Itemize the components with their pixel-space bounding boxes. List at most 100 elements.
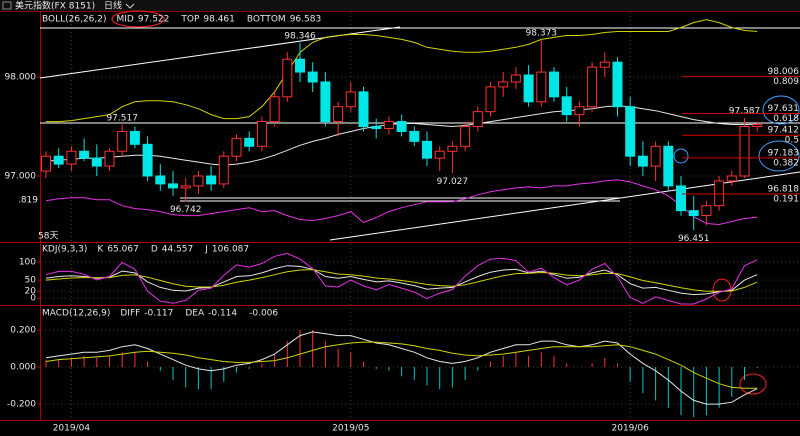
legend-label: DEA bbox=[185, 309, 205, 319]
drawing-tools bbox=[39, 10, 800, 395]
candle-body bbox=[168, 183, 178, 189]
fib-ratio: 0.382 bbox=[773, 158, 799, 168]
legend-label: DIFF bbox=[120, 309, 140, 319]
candle-body bbox=[193, 175, 204, 187]
candle-body bbox=[688, 210, 699, 217]
x-tick-label: 2019/04 bbox=[53, 424, 91, 434]
candle-body bbox=[561, 96, 572, 116]
series-line bbox=[46, 19, 758, 123]
candle-body bbox=[714, 180, 725, 207]
highlight-circle bbox=[111, 10, 165, 28]
candle-body bbox=[472, 111, 483, 128]
trend-line bbox=[329, 171, 800, 241]
candle-body bbox=[180, 185, 191, 189]
candle-body bbox=[117, 130, 128, 152]
candle-body bbox=[485, 86, 496, 113]
legend-label: J bbox=[204, 245, 208, 255]
legend-label: 98.461 bbox=[203, 15, 235, 25]
candle-body bbox=[663, 145, 674, 187]
candle-body bbox=[510, 74, 521, 83]
period[interactable]: 日线 bbox=[104, 0, 122, 12]
series-line bbox=[45, 341, 758, 389]
legend-label: D bbox=[151, 245, 158, 255]
period-dropdown[interactable] bbox=[125, 3, 135, 9]
series-line bbox=[45, 331, 758, 405]
candle-body bbox=[396, 121, 407, 132]
candle-body bbox=[587, 66, 598, 108]
legend-label: KDJ(9,3,3) bbox=[42, 245, 87, 255]
candle-body bbox=[422, 140, 432, 159]
legend-label: 44.557 bbox=[162, 245, 194, 255]
candle-body bbox=[625, 106, 636, 157]
candle-body bbox=[66, 150, 77, 165]
candle-body bbox=[269, 96, 280, 123]
highlight-circle bbox=[762, 95, 800, 125]
candle-body bbox=[460, 126, 471, 147]
edge-label: .819 bbox=[18, 196, 38, 206]
y-tick-label: 100 bbox=[19, 258, 36, 268]
candle-body bbox=[91, 157, 102, 167]
highlight-circle bbox=[673, 148, 689, 164]
fib-price: 97.412 bbox=[768, 126, 800, 136]
x-tick-label: 2019/06 bbox=[612, 424, 650, 434]
icon bbox=[2, 1, 12, 10]
x-tick-label: 2019/05 bbox=[332, 424, 369, 434]
duration-label: 58天 bbox=[38, 232, 58, 242]
highlight-circle bbox=[758, 140, 800, 172]
candle-body bbox=[206, 175, 217, 185]
candle-body bbox=[637, 155, 648, 167]
candle-body bbox=[142, 143, 153, 177]
candle-body bbox=[650, 145, 661, 167]
candle-body bbox=[53, 155, 64, 165]
candle-body bbox=[409, 130, 420, 142]
candle-body bbox=[41, 155, 51, 172]
chart-title: 美元指数(FX 8151) bbox=[15, 0, 95, 12]
y-tick-label: 20 bbox=[25, 286, 37, 296]
fib-price: 96.818 bbox=[768, 185, 800, 195]
highlight-circle bbox=[739, 373, 767, 395]
candle-body bbox=[726, 175, 737, 182]
price-label: 97.027 bbox=[437, 177, 469, 187]
legend-label: 96.583 bbox=[290, 15, 322, 25]
candle-body bbox=[599, 61, 610, 68]
candle-body bbox=[218, 155, 229, 185]
candle-body bbox=[574, 106, 585, 116]
y-tick-label: 0.000 bbox=[10, 363, 36, 373]
candle-body bbox=[701, 205, 712, 217]
candle-body bbox=[752, 124, 763, 128]
candle-body bbox=[523, 74, 534, 103]
price-label: 97.517 bbox=[106, 113, 138, 123]
fib-ratio: 0.5 bbox=[785, 136, 799, 146]
legend-label: -0.114 bbox=[208, 309, 237, 319]
candle-body bbox=[256, 121, 267, 147]
legend-label: K bbox=[97, 245, 104, 255]
y-tick-label: 98.000 bbox=[5, 73, 37, 83]
y-tick-label: 97.000 bbox=[5, 171, 37, 181]
candle-body bbox=[612, 61, 623, 108]
candle-body bbox=[358, 91, 369, 128]
candle-body bbox=[383, 121, 394, 129]
legend-label: BOTTOM bbox=[247, 15, 286, 25]
legend-label: MACD(12,26,9) bbox=[42, 309, 110, 319]
candle-body bbox=[447, 145, 458, 152]
candle-body bbox=[295, 58, 305, 73]
candle-body bbox=[244, 137, 255, 147]
y-tick-label: -0.200 bbox=[7, 400, 36, 410]
price-label: 96.742 bbox=[170, 205, 202, 215]
series-line bbox=[45, 269, 758, 292]
candle-body bbox=[320, 81, 331, 123]
candle-body bbox=[307, 71, 318, 83]
candle-body bbox=[536, 71, 547, 103]
series-line bbox=[45, 179, 758, 226]
legend-label: -0.117 bbox=[144, 309, 173, 319]
price-label: 98.373 bbox=[526, 29, 558, 39]
legend-label: 65.067 bbox=[107, 245, 139, 255]
candle-body bbox=[79, 150, 90, 159]
legend-label: MID bbox=[117, 15, 134, 25]
legend-label: -0.006 bbox=[249, 309, 278, 319]
candle-body bbox=[155, 175, 166, 185]
title-bar bbox=[0, 0, 800, 11]
candle-body bbox=[345, 91, 356, 108]
y-tick-label: 0.200 bbox=[10, 326, 36, 336]
